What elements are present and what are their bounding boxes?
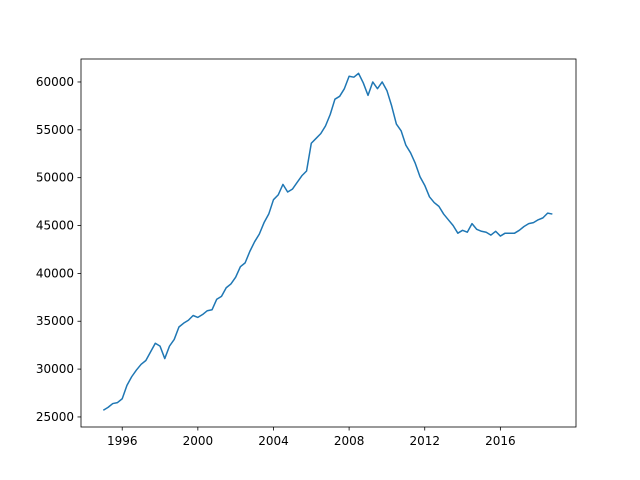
- y-tick-label: 40000: [36, 266, 74, 280]
- line-series: [102, 72, 553, 411]
- y-tick-label: 55000: [36, 123, 74, 137]
- x-tick-label: 1996: [107, 434, 138, 448]
- plot-frame: [80, 58, 577, 428]
- y-tick-label: 25000: [36, 410, 74, 424]
- x-tick-label: 2016: [485, 434, 516, 448]
- x-tick-label: 2000: [183, 434, 214, 448]
- y-tick-label: 35000: [36, 314, 74, 328]
- x-tick-label: 2012: [409, 434, 440, 448]
- y-tick-label: 45000: [36, 219, 74, 233]
- y-tick-label: 30000: [36, 362, 74, 376]
- x-tick-label: 2004: [258, 434, 289, 448]
- x-tick-label: 2008: [334, 434, 365, 448]
- y-tick-label: 60000: [36, 75, 74, 89]
- y-tick-label: 50000: [36, 171, 74, 185]
